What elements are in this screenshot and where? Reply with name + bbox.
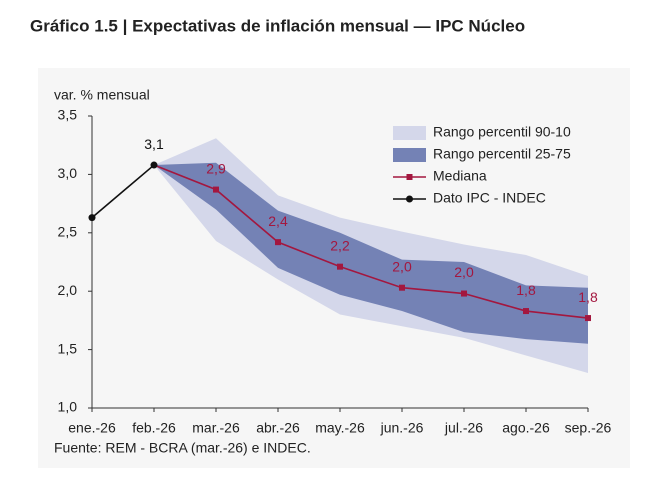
x-tick-label: jul.-26	[444, 420, 483, 436]
y-tick-label: 3,0	[58, 165, 78, 181]
legend-swatch	[393, 126, 426, 140]
marker	[461, 290, 467, 297]
x-tick-label: sep.-26	[565, 420, 612, 436]
marker	[88, 214, 96, 222]
y-tick-label: 1,5	[58, 340, 78, 356]
x-tick-label: feb.-26	[132, 420, 176, 436]
marker	[523, 308, 529, 315]
legend-swatch	[393, 148, 426, 162]
source: Fuente: REM - BCRA (mar.-26) e INDEC.	[54, 440, 311, 456]
marker	[213, 186, 219, 193]
y-tick-label: 2,5	[58, 224, 78, 240]
x-tick-label: jun.-26	[380, 420, 424, 436]
marker	[150, 161, 158, 169]
x-tick-label: abr.-26	[256, 420, 300, 436]
y-tick-label: 3,5	[58, 107, 78, 123]
value-label: 2,0	[392, 258, 412, 274]
marker	[399, 284, 405, 291]
value-label: 2,9	[206, 160, 226, 176]
x-tick-label: ago.-26	[502, 420, 550, 436]
y-tick-label: 1,0	[58, 399, 78, 415]
series-line	[91, 164, 155, 219]
legend-label: Rango percentil 25-75	[433, 146, 571, 162]
legend-marker	[406, 174, 413, 180]
series-line	[153, 164, 589, 319]
value-label: 2,4	[268, 213, 288, 229]
y-axis-label: var. % mensual	[54, 87, 150, 103]
marker	[337, 263, 343, 270]
legend-label: Dato IPC - INDEC	[433, 190, 546, 206]
value-label: 1,8	[516, 282, 536, 298]
value-label: 3,1	[144, 136, 164, 152]
x-tick-label: ene.-26	[68, 420, 116, 436]
chart-title: Gráfico 1.5 | Expectativas de inflación …	[30, 16, 525, 35]
x-tick-label: mar.-26	[192, 420, 240, 436]
marker	[585, 315, 591, 322]
marker	[275, 239, 281, 246]
value-label: 1,8	[578, 289, 598, 305]
legend-label: Rango percentil 90-10	[433, 124, 571, 140]
y-tick-label: 2,0	[58, 282, 78, 298]
legend-marker	[406, 195, 413, 203]
value-label: 2,0	[454, 264, 474, 280]
legend-label: Mediana	[433, 168, 487, 184]
value-label: 2,2	[330, 237, 350, 253]
x-tick-label: may.-26	[315, 420, 365, 436]
